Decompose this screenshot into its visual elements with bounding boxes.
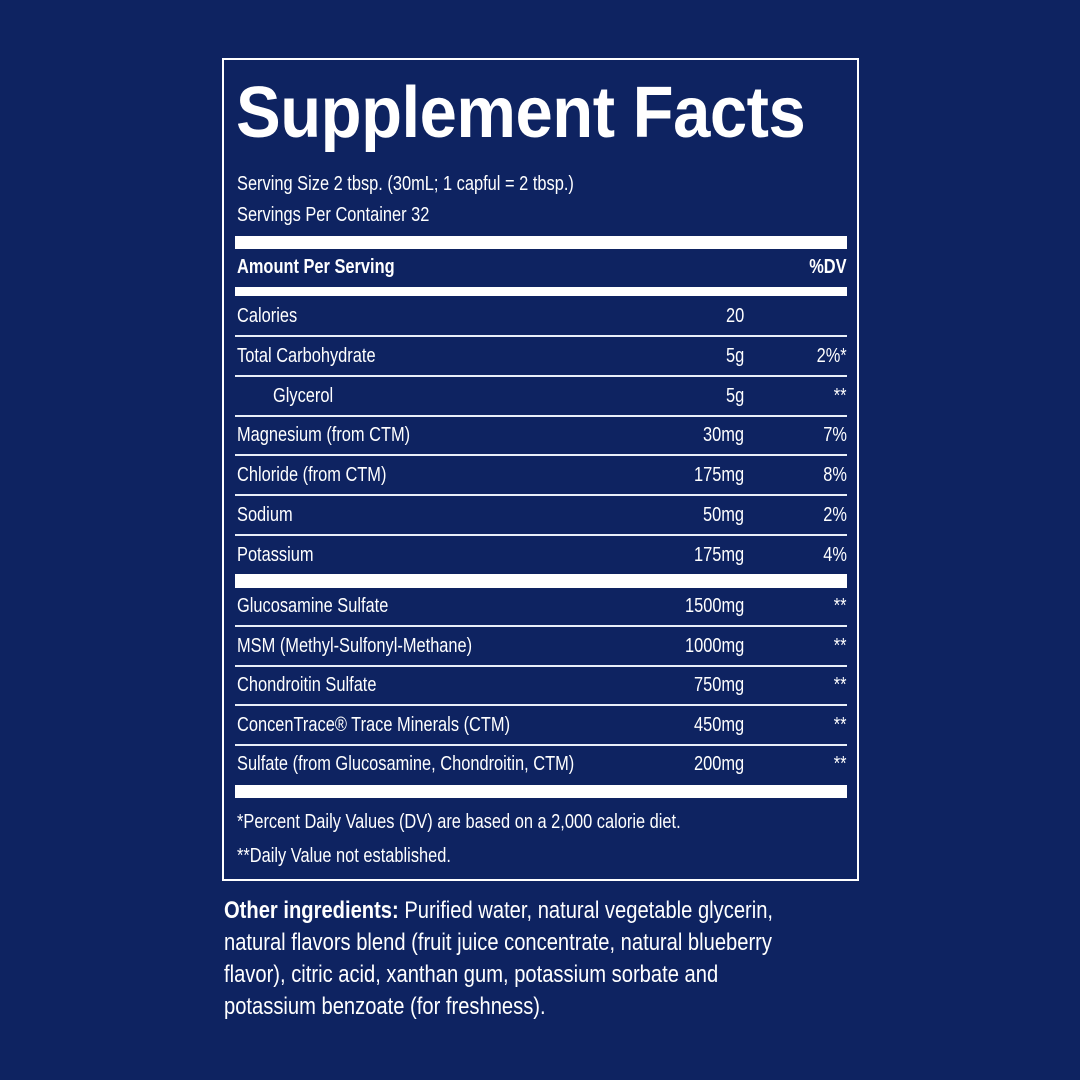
nutrient-dv: ** [834,753,847,776]
thick-divider [235,785,847,798]
table-row: Chloride (from CTM) 175mg 8% [235,456,847,497]
thick-divider [235,236,847,249]
nutrient-name: Sodium [237,504,293,526]
row-divider [235,664,847,667]
row-divider [235,534,847,536]
nutrient-name: MSM (Methyl-Sulfonyl-Methane) [237,634,473,657]
table-row: Magnesium (from CTM) 30mg 7% [235,416,847,457]
row-divider [235,743,847,746]
other-ingredients: Other ingredients: Purified water, natur… [224,895,864,1023]
nutrient-dv: 4% [823,543,847,566]
row-divider [235,335,847,337]
nutrient-amount: 750mg [693,674,744,697]
serving-size: Serving Size 2 tbsp. (30mL; 1 capful = 2… [237,173,574,195]
nutrient-amount: 1000mg [684,634,744,657]
table-row: Potassium 175mg 4% [235,536,847,576]
ingredients-line: flavor), citric acid, xanthan gum, potas… [224,961,719,988]
nutrient-dv: ** [834,384,847,407]
ingredients-line: Purified water, natural vegetable glycer… [404,897,774,924]
nutrient-name: Chondroitin Sulfate [237,674,377,697]
nutrient-name: Magnesium (from CTM) [237,424,411,447]
nutrient-name: ConcenTrace® Trace Minerals (CTM) [237,713,511,736]
nutrient-amount: 50mg [702,504,744,526]
row-divider [235,454,847,457]
nutrient-name: Total Carbohydrate [237,344,376,367]
table-row: Glucosamine Sulfate 1500mg ** [235,587,847,627]
nutrient-name: Glycerol [273,384,334,407]
nutrient-name: Calories [237,305,298,327]
panel-title: Supplement Facts [236,73,806,153]
nutrient-dv: 2%* [816,344,847,367]
thick-divider [235,574,847,588]
table-row: Total Carbohydrate 5g 2%* [235,337,847,377]
other-ingredients-label: Other ingredients: [224,897,399,924]
nutrient-name: Chloride (from CTM) [237,464,387,487]
nutrient-name: Potassium [237,543,314,566]
nutrient-dv: 7% [823,424,847,447]
nutrient-dv: ** [834,713,847,736]
table-row: ConcenTrace® Trace Minerals (CTM) 450mg … [235,706,847,746]
nutrient-dv: 2% [823,504,847,526]
amount-per-serving-label: Amount Per Serving [237,256,395,278]
nutrient-amount: 200mg [693,753,744,776]
row-divider [235,414,847,417]
nutrient-amount: 5g [725,384,744,407]
footnote-dv: *Percent Daily Values (DV) are based on … [237,811,681,833]
row-divider [235,374,847,377]
table-row: Calories 20 [235,297,847,337]
row-divider [235,704,847,707]
nutrient-name: Sulfate (from Glucosamine, Chondroitin, … [237,753,575,776]
nutrient-dv: ** [834,634,847,657]
footnote-not-established: **Daily Value not established. [237,845,451,867]
table-row: MSM (Methyl-Sulfonyl-Methane) 1000mg ** [235,627,847,667]
nutrient-amount: 175mg [693,464,744,487]
table-row: Sodium 50mg 2% [235,496,847,536]
row-divider [235,625,847,627]
nutrient-amount: 5g [725,344,744,367]
dv-label: %DV [809,256,847,278]
table-row: Glycerol 5g ** [235,377,847,417]
row-divider [235,494,847,497]
table-row: Chondroitin Sulfate 750mg ** [235,666,847,707]
nutrient-amount: 30mg [702,424,744,447]
supplement-facts-panel [222,58,859,881]
medium-divider [235,287,847,296]
nutrient-dv: ** [834,674,847,697]
table-row: Sulfate (from Glucosamine, Chondroitin, … [235,745,847,785]
ingredients-line: potassium benzoate (for freshness). [224,993,546,1020]
ingredients-line: natural flavors blend (fruit juice conce… [224,929,772,956]
nutrient-dv: ** [834,595,847,617]
servings-per-container: Servings Per Container 32 [237,204,430,226]
nutrient-amount: 450mg [693,713,744,736]
nutrient-amount: 175mg [693,543,744,566]
nutrient-amount: 1500mg [684,595,744,617]
nutrient-name: Glucosamine Sulfate [237,595,389,617]
nutrient-dv: 8% [823,464,847,487]
nutrient-amount: 20 [725,305,744,327]
